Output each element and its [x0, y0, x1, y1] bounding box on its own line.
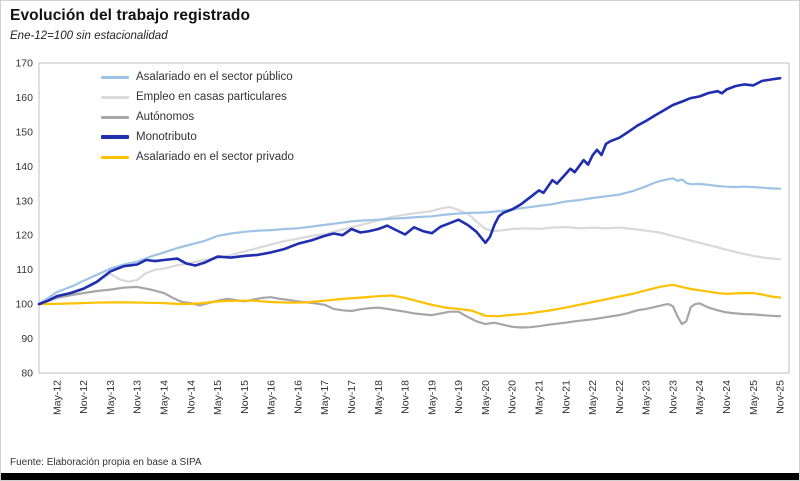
page-title: Evolución del trabajo registrado [10, 7, 251, 24]
svg-text:Nov-23: Nov-23 [667, 380, 679, 414]
svg-text:May-24: May-24 [694, 380, 706, 415]
svg-text:May-18: May-18 [373, 380, 385, 415]
svg-text:Nov-16: Nov-16 [292, 380, 304, 414]
svg-text:130: 130 [15, 195, 33, 207]
svg-text:May-20: May-20 [480, 380, 492, 415]
svg-text:90: 90 [21, 333, 33, 345]
svg-text:Nov-18: Nov-18 [400, 380, 412, 414]
chart-legend: Asalariado en el sector público Empleo e… [101, 67, 294, 167]
legend-label: Empleo en casas particulares [136, 91, 287, 103]
legend-item: Monotributo [101, 127, 294, 147]
svg-text:Nov-20: Nov-20 [507, 380, 519, 414]
svg-text:110: 110 [16, 264, 33, 276]
svg-text:May-25: May-25 [748, 380, 760, 415]
legend-swatch-autonomos [101, 115, 129, 119]
svg-text:Nov-19: Nov-19 [453, 380, 465, 414]
svg-text:140: 140 [15, 161, 33, 173]
legend-swatch-monotributo [101, 135, 129, 139]
legend-label: Asalariado en el sector público [136, 71, 293, 83]
legend-swatch-publico [101, 75, 129, 79]
svg-text:May-15: May-15 [212, 380, 224, 415]
svg-text:Nov-25: Nov-25 [775, 380, 787, 414]
svg-text:Nov-14: Nov-14 [185, 380, 197, 414]
source-note: Fuente: Elaboración propia en base a SIP… [10, 457, 202, 468]
legend-label: Monotributo [136, 131, 197, 143]
svg-text:May-21: May-21 [534, 380, 546, 415]
svg-text:100: 100 [15, 299, 33, 311]
legend-swatch-casas [101, 95, 129, 99]
svg-text:Nov-12: Nov-12 [78, 380, 90, 414]
legend-item: Autónomos [101, 107, 294, 127]
svg-text:Nov-21: Nov-21 [560, 380, 572, 414]
svg-text:May-17: May-17 [319, 380, 331, 415]
chart-canvas: 80 90 100 110 120 130 140 150 160 170 May-12 Nov-12… [15, 58, 790, 415]
svg-text:160: 160 [15, 92, 33, 104]
svg-text:May-16: May-16 [266, 380, 278, 415]
window-bottom-bar [1, 473, 799, 480]
svg-text:May-19: May-19 [426, 380, 438, 415]
svg-text:May-12: May-12 [51, 380, 63, 415]
legend-item: Empleo en casas particulares [101, 87, 294, 107]
svg-text:Nov-15: Nov-15 [239, 380, 251, 414]
svg-text:May-14: May-14 [159, 380, 171, 415]
svg-text:Nov-22: Nov-22 [614, 380, 626, 414]
svg-text:May-23: May-23 [641, 380, 653, 415]
svg-text:Nov-17: Nov-17 [346, 380, 358, 414]
svg-text:170: 170 [15, 58, 33, 70]
svg-text:Nov-24: Nov-24 [721, 380, 733, 414]
svg-text:80: 80 [21, 368, 33, 380]
legend-label: Asalariado en el sector privado [136, 151, 294, 163]
legend-item: Asalariado en el sector privado [101, 147, 294, 167]
svg-text:May-13: May-13 [105, 380, 117, 415]
legend-label: Autónomos [136, 111, 195, 123]
legend-swatch-privado [101, 155, 129, 159]
line-chart: 80 90 100 110 120 130 140 150 160 170 May-12 Nov-12… [5, 51, 797, 443]
chart-subtitle: Ene-12=100 sin estacionalidad [10, 30, 168, 42]
svg-text:120: 120 [15, 230, 33, 242]
legend-item: Asalariado en el sector público [101, 67, 294, 87]
svg-text:May-22: May-22 [587, 380, 599, 415]
svg-text:150: 150 [15, 126, 33, 138]
svg-text:Nov-13: Nov-13 [132, 380, 144, 414]
